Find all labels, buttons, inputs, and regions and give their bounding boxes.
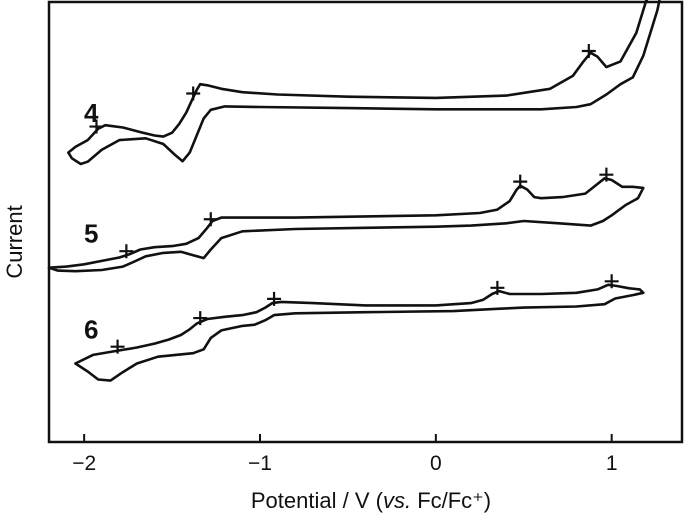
- series-6-marker-3: [490, 280, 505, 295]
- y-axis-title: Current: [2, 205, 27, 278]
- series-4-trace: [67, 0, 661, 166]
- x-axis-title-italic: vs.: [383, 488, 411, 513]
- plot-frame: [47, 0, 684, 444]
- series-4-marker-0: [89, 119, 104, 134]
- x-axis-title-suffix: Fc/Fc⁺): [411, 488, 491, 513]
- series-5-marker-0: [119, 244, 134, 259]
- x-tick-label-1: −1: [248, 452, 272, 475]
- label-layer: 4 5 6: [84, 98, 99, 345]
- series-4-marker-2: [581, 43, 596, 58]
- series-4-marker-1: [186, 86, 201, 101]
- series-layer: [47, 0, 661, 382]
- x-axis-title: Potential / V (vs. Fc/Fc⁺): [251, 488, 491, 513]
- x-ticks: −2 −1 0 1: [72, 434, 618, 475]
- series-6-marker-0: [110, 339, 125, 354]
- x-tick-label-3: 1: [606, 452, 618, 475]
- series-6-marker-1: [193, 311, 208, 326]
- series-5-marker-1: [203, 212, 218, 227]
- x-tick-label-2: 0: [430, 452, 442, 475]
- series-5-trace: [47, 177, 645, 273]
- series-6-trace: [74, 283, 645, 382]
- series-4-label: 4: [84, 98, 99, 128]
- x-tick-label-0: −2: [72, 452, 96, 475]
- series-5-marker-3: [599, 167, 614, 182]
- series-5-label: 5: [84, 219, 98, 249]
- series-5-marker-2: [513, 174, 528, 189]
- series-6-marker-2: [267, 291, 282, 306]
- series-6-marker-4: [604, 274, 619, 289]
- x-axis-title-prefix: Potential / V (: [251, 488, 384, 513]
- series-6-label: 6: [84, 315, 98, 345]
